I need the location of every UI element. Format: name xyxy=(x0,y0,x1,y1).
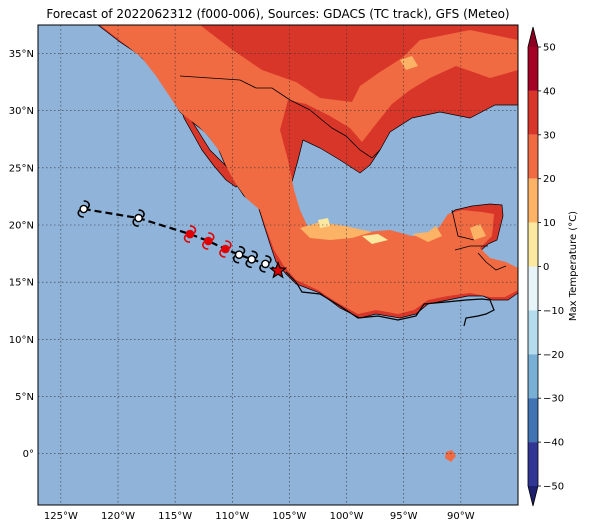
colorbar-tick-label: −10 xyxy=(543,306,564,317)
lat-tick-label: 25°N xyxy=(9,163,34,174)
colorbar-tick-label: 20 xyxy=(543,174,556,185)
colorbar-tick-label: 30 xyxy=(543,130,556,141)
storm-symbol-icon xyxy=(219,240,232,258)
colorbar-segment xyxy=(528,178,538,223)
colorbar-tick-label: 50 xyxy=(543,43,556,54)
storm-symbol-icon xyxy=(183,225,197,243)
colorbar-tick-label: 0 xyxy=(543,262,549,273)
storm-symbol-icon xyxy=(202,232,215,250)
lon-tick-label: 125°W xyxy=(44,511,78,522)
colorbar-label: Max Temperature (°C) xyxy=(568,211,579,321)
coastline xyxy=(285,271,495,327)
storm-symbol-icon xyxy=(232,245,246,264)
lon-tick-label: 115°W xyxy=(158,511,192,522)
colorbar-segment xyxy=(528,442,538,486)
lon-tick-label: 120°W xyxy=(101,511,135,522)
lon-tick-label: 90°W xyxy=(447,511,475,522)
colorbar: 50 40 30 20 10 0 −10 −20 −30 −40 −50 xyxy=(527,26,564,507)
colorbar-segment xyxy=(528,266,538,311)
land-layer xyxy=(97,25,518,462)
colorbar-extend-min xyxy=(528,486,538,506)
map-frame xyxy=(37,24,519,506)
land-cool-zone xyxy=(318,218,388,244)
storm-symbol-icon xyxy=(77,200,90,218)
map-title: Forecast of 2022062312 (f000-006), Sourc… xyxy=(46,7,510,21)
colorbar-tick-label: −30 xyxy=(543,394,564,405)
colorbar-tick-label: 10 xyxy=(543,218,556,229)
colorbar-segment xyxy=(528,222,538,267)
lat-tick-label: 20°N xyxy=(9,221,34,232)
country-borders xyxy=(179,75,507,271)
lon-tick-label: 105°W xyxy=(272,511,306,522)
lat-tick-label: 35°N xyxy=(9,49,34,60)
lat-tick-label: 0° xyxy=(23,449,34,460)
graticule xyxy=(38,25,518,505)
colorbar-tick-label: 40 xyxy=(543,86,556,97)
star-icon xyxy=(268,261,288,279)
land-warm-zone xyxy=(100,25,518,314)
colorbar-segment xyxy=(528,354,538,399)
axis-ticks: 125°W 120°W 115°W 110°W 105°W 100°W 95°W 90°W 35… xyxy=(9,49,475,522)
storm-symbol-icon xyxy=(132,209,145,227)
colorbar-segment xyxy=(528,310,538,355)
lat-tick-label: 5°N xyxy=(15,392,34,403)
land-mild-zone xyxy=(300,56,486,242)
colorbar-tick-label: −40 xyxy=(543,438,564,449)
colorbar-extend-max xyxy=(528,27,538,47)
colorbar-tick-label: −50 xyxy=(543,482,564,493)
storm-track xyxy=(77,200,288,279)
colorbar-segment xyxy=(528,398,538,443)
colorbar-segment xyxy=(528,134,538,179)
colorbar-segment xyxy=(528,47,538,91)
lon-tick-label: 110°W xyxy=(215,511,249,522)
land-galapagos xyxy=(445,450,456,462)
lon-tick-label: 100°W xyxy=(330,511,364,522)
lat-tick-label: 15°N xyxy=(9,278,34,289)
storm-symbol-icon xyxy=(245,250,258,269)
lat-tick-label: 30°N xyxy=(9,106,34,117)
storm-symbol-icon xyxy=(259,255,272,273)
lon-tick-label: 95°W xyxy=(390,511,418,522)
colorbar-tick-label: −20 xyxy=(543,350,564,361)
lat-tick-label: 10°N xyxy=(9,335,34,346)
colorbar-segment xyxy=(528,90,538,135)
